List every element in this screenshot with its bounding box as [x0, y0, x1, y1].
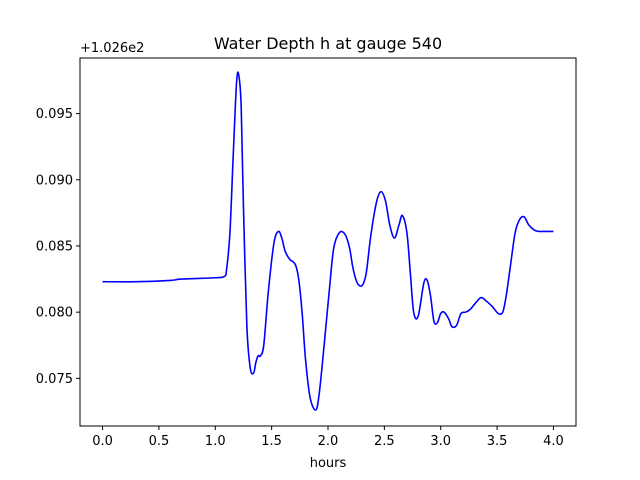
- series-layer: [102, 71, 554, 411]
- x-tick-label: 0.0: [92, 434, 113, 449]
- x-tick-label: 2.0: [318, 434, 339, 449]
- x-axis-label: hours: [310, 456, 347, 471]
- chart-title: Water Depth h at gauge 540: [214, 34, 442, 53]
- y-tick-label: 0.085: [36, 239, 73, 254]
- y-tick-label: 0.090: [36, 173, 73, 188]
- y-tick-label: 0.095: [36, 107, 73, 122]
- x-tick-label: 2.5: [374, 434, 395, 449]
- x-axis-ticks: 0.0 0.5 1.0 1.5 2.0 2.5 3.0 3.5 4.0: [92, 426, 564, 449]
- y-axis-offset-label: +1.026e2: [80, 41, 144, 56]
- series-line-0: [102, 71, 554, 411]
- x-tick-label: 3.0: [430, 434, 451, 449]
- x-tick-label: 1.5: [261, 434, 282, 449]
- y-tick-label: 0.080: [36, 306, 73, 321]
- x-tick-label: 3.5: [487, 434, 508, 449]
- y-axis-ticks: 0.075 0.080 0.085 0.090 0.095: [36, 107, 80, 387]
- x-tick-label: 1.0: [205, 434, 226, 449]
- x-tick-label: 0.5: [149, 434, 170, 449]
- x-tick-label: 4.0: [543, 434, 564, 449]
- plot-area: 0.0 0.5 1.0 1.5 2.0 2.5 3.0 3.5 4.0 0.0750.0800.…: [36, 57, 577, 449]
- y-tick-label: 0.075: [36, 372, 73, 387]
